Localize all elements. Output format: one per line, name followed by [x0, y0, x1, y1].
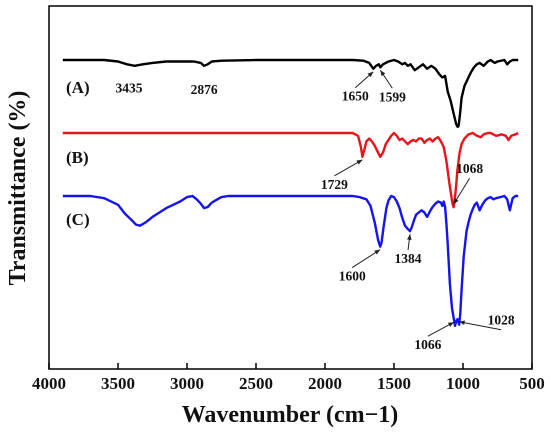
annotation-arrowhead: [407, 234, 412, 240]
x-tick-label: 3000: [170, 374, 204, 393]
peak-label: 1650: [342, 89, 369, 104]
peak-label: 1384: [395, 251, 422, 266]
peak-label: 1729: [321, 177, 348, 192]
peak-label: 1066: [414, 337, 441, 352]
annotation-arrowhead: [367, 71, 374, 78]
annotation-arrowhead: [356, 159, 363, 165]
peak-annotations: 3435 2876 1650 1599 1729 1068 1600 1384 1066 1028: [115, 69, 515, 352]
x-tick-label: 2500: [239, 374, 273, 393]
x-tick-label: 1000: [446, 374, 480, 393]
series-label: (A): [66, 78, 90, 97]
x-tick-label: 4000: [32, 374, 66, 393]
peak-label: 1599: [379, 89, 406, 104]
series-line: [62, 194, 519, 327]
plot-frame: [48, 5, 533, 370]
series-label: (B): [66, 148, 89, 167]
x-tick-label: 500: [519, 374, 545, 393]
x-axis-title: Wavenumber (cm−1): [182, 402, 399, 428]
annotation-arrowhead: [453, 198, 459, 205]
spectra: (A) (B) (C): [62, 58, 519, 327]
annotation-arrow: [459, 321, 502, 331]
y-axis-title: Transmittance (%): [5, 91, 31, 286]
peak-label: 1600: [339, 269, 366, 284]
annotation-arrowhead: [447, 322, 454, 327]
x-tick-label: 1500: [377, 374, 411, 393]
x-tick-label: 3500: [101, 374, 135, 393]
peak-label: 2876: [191, 82, 218, 97]
x-axis-ticks: 4000 3500 3000 2500 2000 1500 1000 500: [32, 363, 545, 393]
series-line: [62, 58, 519, 128]
peak-label: 1028: [488, 313, 515, 328]
annotation-arrowhead: [380, 70, 386, 77]
peak-label: 3435: [115, 80, 142, 95]
annotation-arrowhead: [459, 320, 466, 326]
annotation-arrowhead: [374, 249, 381, 255]
x-tick-label: 2000: [308, 374, 342, 393]
peak-label: 1068: [456, 161, 483, 176]
annotation-arrow: [351, 249, 381, 269]
series-line: [62, 131, 519, 209]
series-label: (C): [66, 210, 90, 229]
